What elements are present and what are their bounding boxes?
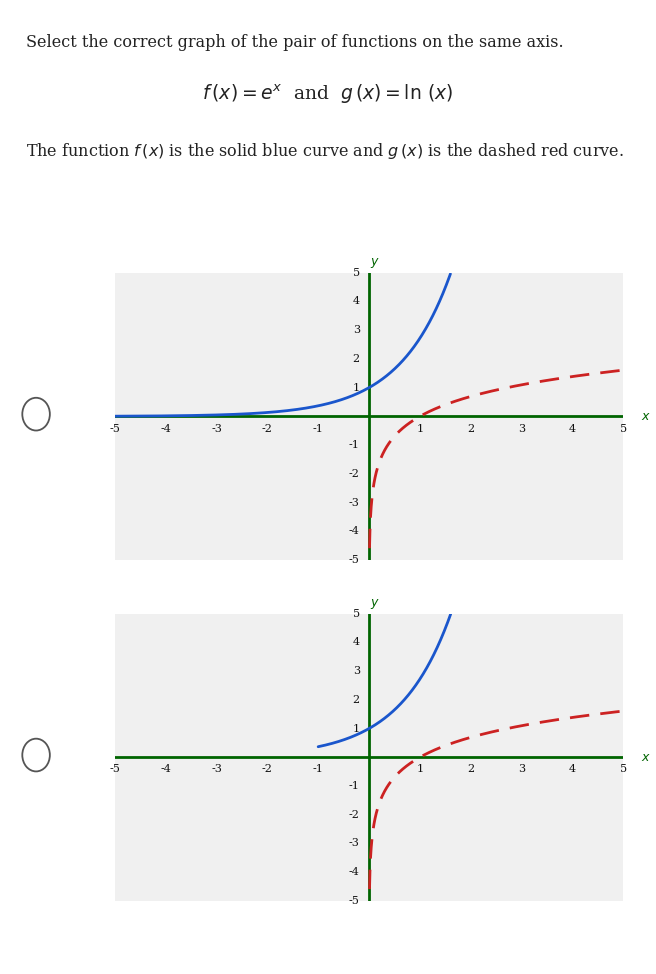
Text: -5: -5 [349, 555, 360, 565]
Text: $x$: $x$ [641, 751, 651, 764]
Text: 3: 3 [353, 325, 360, 335]
Text: The function $\it{f}\,(\it{x})$ is the solid blue curve and $\it{g}\,(\it{x})$ i: The function $\it{f}\,(\it{x})$ is the s… [26, 141, 625, 162]
Text: 2: 2 [467, 765, 474, 774]
Text: -3: -3 [349, 498, 360, 507]
Text: 4: 4 [353, 296, 360, 307]
Text: 4: 4 [569, 424, 576, 433]
Text: -3: -3 [349, 839, 360, 848]
Text: 3: 3 [518, 765, 525, 774]
Text: -5: -5 [349, 896, 360, 906]
Text: 5: 5 [620, 765, 626, 774]
Text: 1: 1 [353, 724, 360, 733]
Text: 2: 2 [353, 354, 360, 364]
Text: -4: -4 [349, 526, 360, 537]
Text: -5: -5 [110, 424, 120, 433]
Text: $x$: $x$ [641, 410, 651, 423]
Text: 5: 5 [620, 424, 626, 433]
Text: 2: 2 [467, 424, 474, 433]
Text: -1: -1 [349, 781, 360, 791]
Text: Select the correct graph of the pair of functions on the same axis.: Select the correct graph of the pair of … [26, 34, 564, 51]
Text: -4: -4 [349, 867, 360, 878]
Text: -1: -1 [349, 440, 360, 450]
Text: 5: 5 [353, 268, 360, 278]
Text: -3: -3 [211, 424, 222, 433]
Text: $y$: $y$ [370, 256, 380, 270]
Text: -3: -3 [211, 765, 222, 774]
Text: 2: 2 [353, 694, 360, 705]
Text: 4: 4 [353, 637, 360, 648]
Text: -4: -4 [160, 765, 171, 774]
Text: 3: 3 [353, 666, 360, 676]
Text: $y$: $y$ [370, 597, 380, 611]
Text: 1: 1 [417, 765, 423, 774]
Text: 3: 3 [518, 424, 525, 433]
Text: 1: 1 [417, 424, 423, 433]
Text: $\it{f}\,(\it{x}) = \it{e}^{\it{x}}$  and  $\it{g}\,(\it{x}) = \ln\,(\it{x})$: $\it{f}\,(\it{x}) = \it{e}^{\it{x}}$ and… [203, 83, 453, 106]
Text: -1: -1 [313, 424, 323, 433]
Text: -5: -5 [110, 765, 120, 774]
Text: -2: -2 [349, 468, 360, 479]
Text: -2: -2 [349, 809, 360, 820]
Text: -1: -1 [313, 765, 323, 774]
Text: 5: 5 [353, 609, 360, 618]
Text: -2: -2 [262, 424, 273, 433]
Text: 1: 1 [353, 383, 360, 393]
Text: -4: -4 [160, 424, 171, 433]
Text: 4: 4 [569, 765, 576, 774]
Text: -2: -2 [262, 765, 273, 774]
